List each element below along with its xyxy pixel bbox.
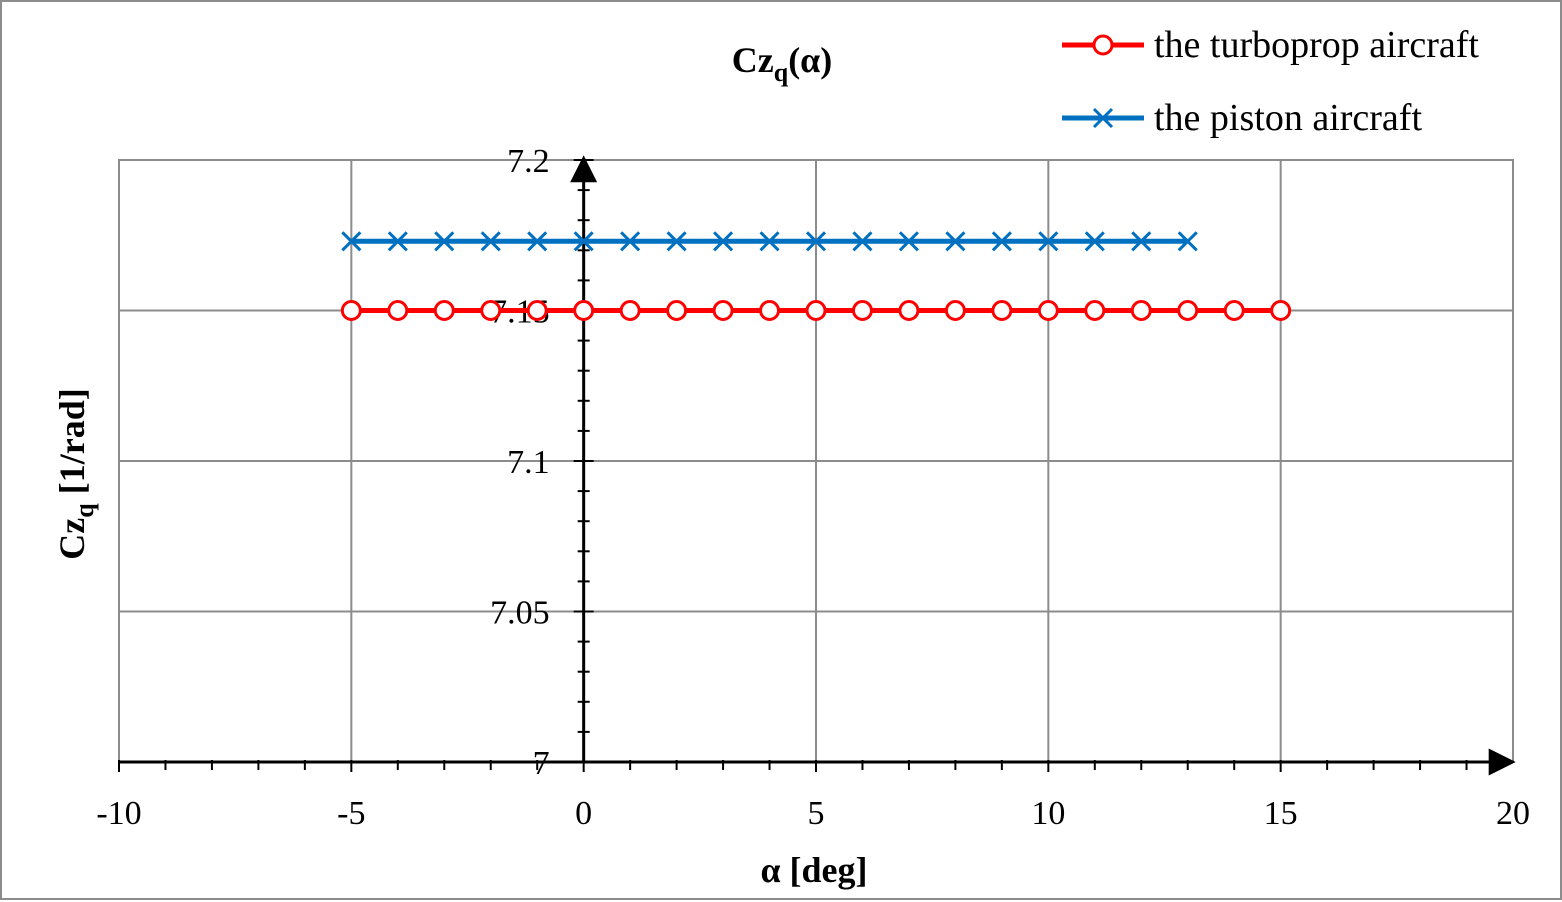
data-point-turboprop [1130,300,1152,321]
x-tick-label: 0 [575,795,592,832]
legend-label-piston: the piston aircraft [1154,97,1422,139]
data-point-piston [991,231,1012,252]
data-point-turboprop [712,300,734,321]
data-point-piston [387,231,408,252]
legend-item-turboprop: the turboprop aircraft [1062,24,1479,66]
data-point-piston [341,231,362,252]
data-point-turboprop [805,300,827,321]
data-point-turboprop [1270,300,1292,321]
data-point-piston [805,231,827,252]
x-tick-label: 20 [1496,795,1530,832]
data-point-turboprop [1037,300,1059,321]
legend: the turboprop aircraft the piston aircra… [1062,24,1479,139]
data-point-turboprop [573,300,595,321]
data-point-turboprop [1177,300,1199,321]
data-point-piston [1084,231,1105,252]
data-point-piston [527,231,548,252]
data-point-piston [1131,231,1152,252]
data-point-piston [666,231,687,252]
legend-item-piston: the piston aircraft [1062,97,1422,139]
data-point-piston [1177,231,1198,252]
y-tick-label: 7.05 [490,595,550,632]
x-tick-label: 10 [1031,795,1065,832]
y-tick-label: 7.2 [507,143,550,180]
data-point-piston [1038,231,1059,252]
data-point-turboprop [340,300,362,321]
data-point-piston [434,231,455,252]
y-tick-label: 7 [533,745,550,782]
data-point-piston [620,231,641,252]
data-point-piston [898,231,919,252]
data-point-turboprop [387,300,409,321]
data-point-piston [945,231,966,252]
chart-title-subscript: q [774,58,789,87]
y-axis-title-subscript: q [70,503,99,518]
data-point-turboprop [1084,300,1106,321]
legend-label-turboprop: the turboprop aircraft [1154,24,1479,66]
x-tick-label: -5 [337,795,365,832]
data-point-piston [480,231,501,252]
data-point-piston [759,231,780,252]
series-layer [340,231,1292,321]
data-point-turboprop [898,300,920,321]
data-point-turboprop [759,300,781,321]
data-point-turboprop [526,300,548,321]
data-point-turboprop [851,300,873,321]
x-axis-title: α [deg] [760,850,867,890]
chart-title-tail: (α) [788,40,832,80]
legend-swatch-turboprop-circle-icon [1092,34,1114,56]
data-point-piston [713,231,734,252]
data-point-turboprop [433,300,455,321]
y-axis-title: Czq [1/rad] [52,388,99,559]
chart-title-main: Cz [732,40,774,80]
data-point-turboprop [480,300,502,321]
x-tick-label: 15 [1264,795,1298,832]
x-tick-labels: -10 -5 0 5 10 15 20 [96,795,1530,832]
data-point-turboprop [991,300,1013,321]
y-axis-title-main: Cz [52,518,92,560]
x-tick-label: -10 [96,795,141,832]
chart-title: Czq(α) [732,40,833,87]
data-point-turboprop [944,300,966,321]
data-point-piston [573,231,594,252]
data-point-piston [852,231,873,252]
data-point-turboprop [666,300,688,321]
y-axis-title-tail: [1/rad] [52,388,92,503]
data-point-turboprop [619,300,641,321]
y-tick-label: 7.1 [507,444,550,481]
axis-layer [118,155,1516,776]
legend-swatch-piston-cross-icon [1092,107,1114,129]
data-point-turboprop [1223,300,1245,321]
x-tick-label: 5 [808,795,825,832]
